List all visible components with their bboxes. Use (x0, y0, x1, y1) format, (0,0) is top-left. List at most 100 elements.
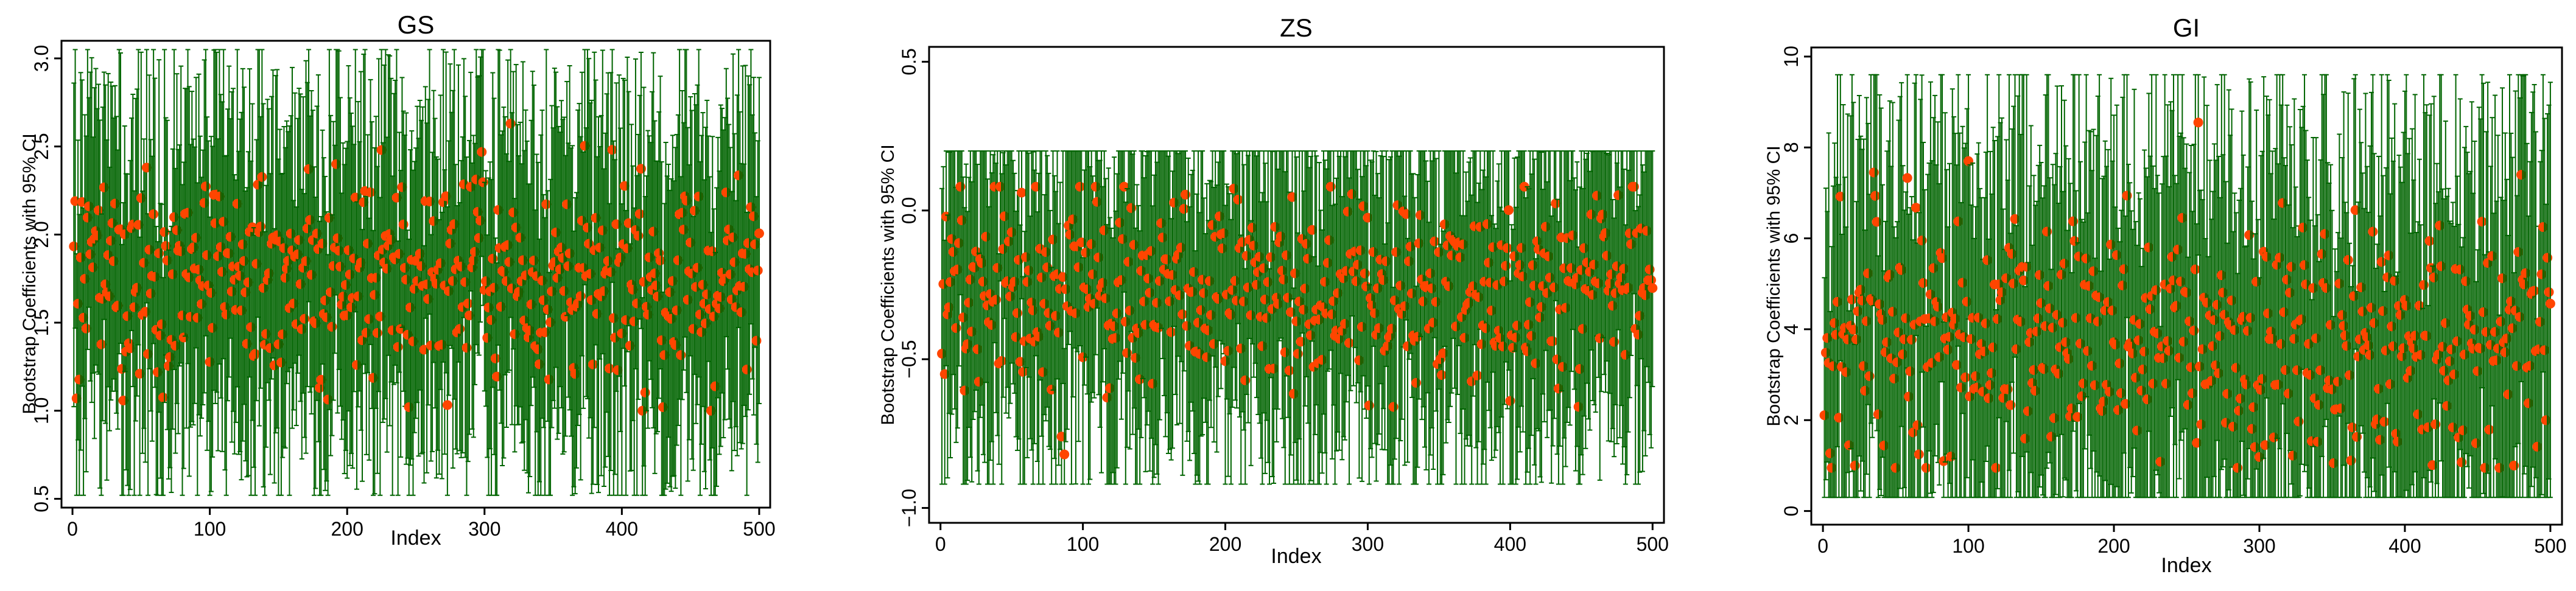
chart-panel-gs: 0 100 200 300 400 500 0.5 1.0 1.5 2.0 2.5 3.0 GS In… (19, 10, 776, 550)
data-point (686, 237, 696, 248)
data-point (176, 246, 186, 256)
error-bar (625, 57, 630, 352)
data-point (463, 298, 473, 309)
data-point (435, 258, 446, 268)
data-point (445, 239, 455, 249)
error-bar (596, 116, 602, 494)
data-point (541, 199, 552, 209)
data-point (603, 256, 613, 266)
data-point (575, 291, 586, 301)
data-point (237, 239, 248, 250)
data-point (394, 249, 404, 259)
data-point (117, 364, 127, 374)
data-point (375, 311, 385, 321)
data-point (154, 248, 164, 259)
data-point (184, 272, 194, 282)
y-tick-label: 2.5 (30, 133, 52, 159)
data-point (1177, 309, 1188, 320)
error-bar (1043, 150, 1048, 422)
data-point (169, 212, 179, 222)
data-point (213, 251, 223, 261)
data-point (133, 220, 144, 230)
data-point (85, 249, 96, 259)
data-point (183, 208, 193, 218)
data-point (597, 225, 608, 236)
data-point (715, 292, 726, 302)
data-point (135, 368, 145, 379)
data-point (632, 298, 642, 309)
data-point (595, 242, 605, 253)
data-point (363, 239, 373, 249)
data-point (208, 323, 218, 333)
data-point (2368, 226, 2378, 237)
data-point (219, 217, 229, 227)
data-point (997, 355, 1007, 366)
data-point (748, 211, 759, 222)
data-point (538, 295, 549, 306)
data-point (304, 164, 314, 174)
error-bar (347, 97, 353, 466)
y-tick-label: −1.0 (898, 489, 920, 527)
data-point (315, 383, 325, 393)
x-tick-label: 500 (1637, 533, 1669, 555)
data-point (345, 269, 355, 279)
data-point (110, 198, 120, 209)
data-point (706, 405, 716, 416)
data-point (709, 312, 719, 322)
error-bar (556, 125, 561, 434)
data-point (2379, 416, 2390, 427)
x-tick-label: 500 (2534, 535, 2566, 557)
data-point (670, 340, 681, 350)
data-point (681, 195, 692, 206)
data-point (683, 295, 693, 305)
data-point (202, 250, 212, 261)
data-point (650, 268, 660, 279)
data-point (492, 371, 502, 382)
data-point (113, 301, 123, 311)
data-point (753, 265, 763, 276)
data-point (235, 271, 245, 281)
error-bar (312, 166, 317, 496)
data-point (582, 223, 592, 233)
data-point (490, 353, 500, 363)
data-point (239, 256, 250, 266)
error-bar (191, 138, 196, 426)
data-point (79, 313, 89, 323)
data-point (149, 209, 159, 219)
data-point (372, 327, 382, 338)
data-point (535, 359, 545, 369)
data-point (678, 225, 689, 235)
data-point (80, 274, 90, 284)
data-point (311, 318, 321, 329)
data-point (338, 292, 348, 302)
data-point (1548, 336, 1558, 346)
data-point (331, 159, 342, 169)
data-point (346, 302, 356, 312)
data-point (82, 212, 93, 223)
data-point (625, 341, 635, 351)
data-point (1870, 191, 1881, 201)
x-axis-label: Index (2161, 554, 2211, 577)
data-point (326, 287, 336, 298)
data-point (544, 374, 554, 385)
data-point (621, 315, 631, 325)
data-point (1059, 449, 1070, 460)
data-point (2424, 236, 2435, 246)
error-bar (471, 135, 476, 438)
errorbar-series (937, 150, 1658, 485)
error-bar (552, 68, 557, 409)
data-point (677, 208, 687, 218)
data-point (2343, 255, 2353, 265)
data-point (122, 311, 133, 321)
data-point (264, 268, 274, 279)
data-point (617, 328, 627, 338)
data-point (529, 255, 539, 265)
data-point (503, 240, 513, 250)
data-point (633, 231, 644, 241)
error-bar (284, 120, 289, 385)
data-point (276, 357, 286, 368)
data-point (607, 145, 617, 155)
data-point (144, 245, 155, 255)
data-point (754, 228, 764, 239)
data-point (327, 321, 337, 332)
